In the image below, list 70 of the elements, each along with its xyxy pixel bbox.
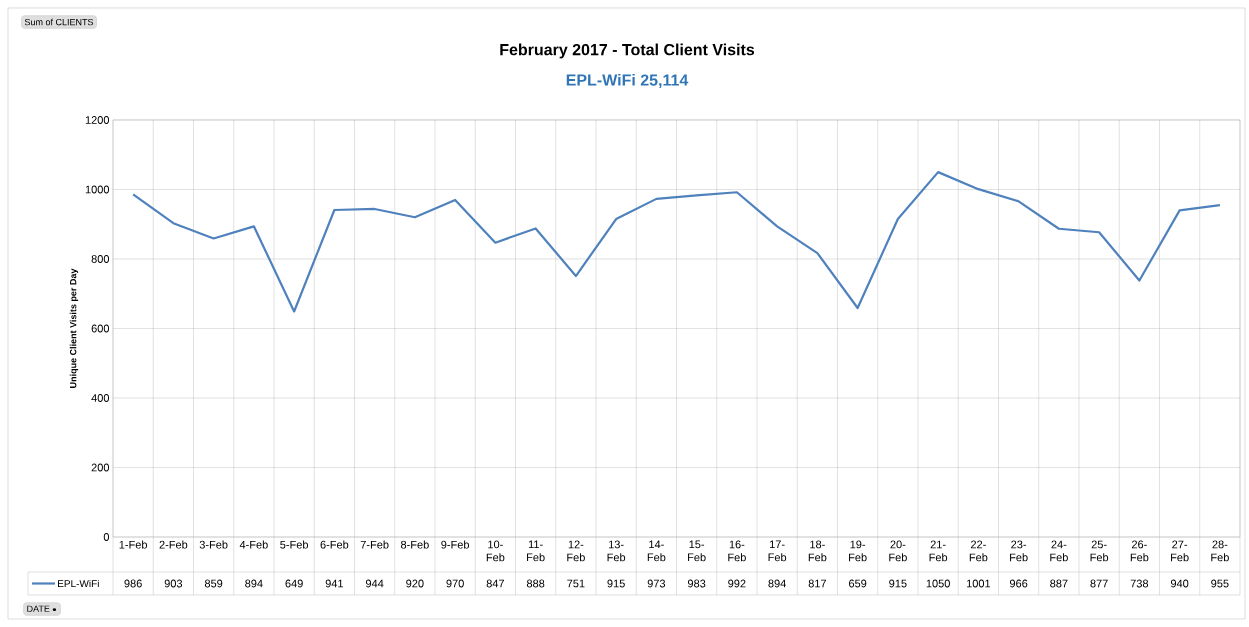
data-label: 986	[124, 579, 142, 588]
data-label: 887	[1050, 579, 1068, 588]
data-label: 649	[285, 579, 303, 588]
x-tick-label: 7-Feb	[360, 540, 389, 549]
line-series	[132, 171, 1221, 313]
data-label: 983	[687, 579, 706, 588]
y-tick-label: 200	[91, 463, 110, 472]
legend-label: EPL-WiFi	[58, 579, 99, 588]
x-tick-label: 18-Feb	[808, 540, 827, 562]
data-label: 1001	[966, 579, 991, 588]
data-label: 966	[1009, 579, 1028, 588]
x-tick-label: 27-Feb	[1171, 540, 1189, 562]
x-tick-label: 15-Feb	[688, 540, 706, 562]
x-tick-label: 24-Feb	[1050, 540, 1068, 562]
data-label: 915	[607, 579, 625, 588]
data-label: 888	[526, 579, 545, 588]
x-tick-label: 6-Feb	[320, 540, 349, 549]
data-label: 944	[365, 579, 384, 588]
x-tick-label: 2-Feb	[159, 540, 188, 549]
y-tick-label: 600	[91, 324, 110, 333]
data-label: 817	[808, 579, 826, 588]
data-label: 859	[204, 579, 223, 588]
data-label: 847	[486, 579, 504, 588]
x-tick-label: 4-Feb	[239, 540, 268, 549]
x-tick-label: 22-Feb	[969, 540, 988, 562]
x-tick-label: 14-Feb	[647, 540, 666, 562]
data-label: 659	[849, 579, 867, 588]
x-tick-label: 5-Feb	[280, 540, 309, 549]
data-label: 920	[406, 579, 424, 588]
data-label: 877	[1090, 579, 1108, 588]
y-tick-label: 800	[91, 255, 110, 263]
data-label: 915	[889, 579, 907, 588]
data-label: 992	[728, 579, 746, 588]
x-tick-label: 10-Feb	[486, 540, 505, 562]
data-label: 738	[1130, 579, 1149, 588]
chart-title: February 2017 - Total Client Visits	[500, 43, 755, 59]
data-label: 894	[768, 579, 786, 588]
data-label: 955	[1211, 579, 1229, 588]
text: DATE	[27, 605, 50, 612]
x-tick-label: 9-Feb	[441, 540, 470, 549]
data-label: 973	[647, 579, 666, 588]
y-tick-label: 400	[91, 394, 110, 402]
y-tick-label: 1000	[85, 185, 110, 194]
data-label: 894	[245, 579, 263, 588]
text: Sum of CLIENTS	[24, 18, 94, 26]
data-label: 751	[567, 579, 585, 588]
data-label: 903	[164, 579, 183, 588]
x-tick-label: 3-Feb	[199, 540, 228, 549]
x-tick-label: 23-Feb	[1010, 540, 1028, 562]
x-tick-label: 19-Feb	[849, 540, 867, 562]
x-tick-label: 28-Feb	[1211, 540, 1229, 562]
x-tick-label: 16-Feb	[728, 540, 746, 562]
x-tick-label: 1-Feb	[119, 540, 148, 549]
x-tick-label: 17-Feb	[768, 540, 787, 562]
chart-subtitle: EPL-WiFi 25,114	[566, 73, 689, 89]
data-label: 1050	[926, 579, 950, 588]
data-label: 940	[1170, 579, 1189, 588]
x-tick-label: 12-Feb	[567, 540, 585, 562]
y-tick-label: 1200	[85, 116, 110, 124]
x-tick-label: 8-Feb	[400, 540, 429, 549]
data-label: 970	[446, 579, 464, 588]
y-axis-title: Unique Client Visits per Day	[69, 268, 79, 388]
x-tick-label: 26-Feb	[1130, 540, 1149, 562]
x-tick-label: 21-Feb	[929, 540, 948, 562]
x-tick-label: 11-Feb	[527, 540, 545, 562]
x-tick-label: 25-Feb	[1090, 540, 1109, 562]
y-tick-label: 0	[103, 533, 110, 541]
x-tick-label: 13-Feb	[607, 540, 626, 562]
x-tick-label: 20-Feb	[889, 540, 907, 562]
data-label: 941	[325, 579, 344, 588]
